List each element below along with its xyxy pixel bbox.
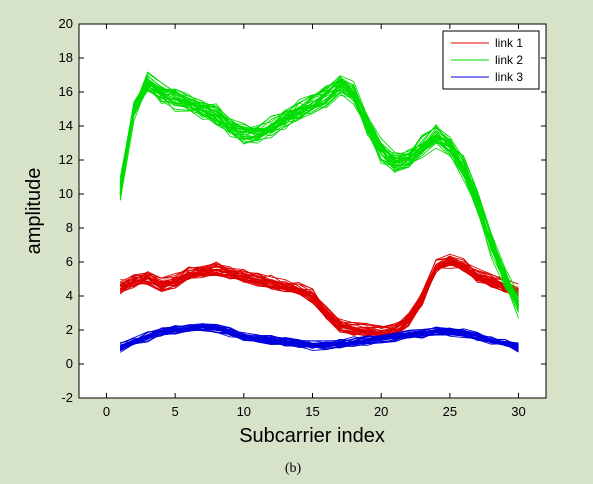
- series-2-trace: [119, 75, 519, 306]
- y-tick-label: 0: [66, 356, 73, 371]
- series-2-trace: [119, 88, 519, 308]
- series-2-trace: [119, 82, 519, 309]
- series-1-trace: [119, 258, 519, 329]
- y-tick-label: 20: [59, 16, 73, 31]
- series-2-trace: [119, 81, 519, 308]
- y-tick-label: 16: [59, 84, 73, 99]
- y-tick-label: 14: [59, 118, 73, 133]
- series-3-trace: [119, 329, 519, 353]
- series-2: [119, 71, 519, 319]
- traces: [119, 71, 519, 353]
- x-tick-label: 5: [172, 404, 179, 419]
- series-1: [119, 253, 519, 338]
- series-3-trace: [120, 324, 519, 349]
- y-tick-label: 4: [66, 288, 73, 303]
- series-1-trace: [120, 266, 519, 337]
- figure-caption: (b): [285, 461, 302, 476]
- series-2-trace: [119, 87, 519, 309]
- series-1-trace: [120, 263, 519, 334]
- x-tick-label: 25: [443, 404, 457, 419]
- series-3-trace: [120, 325, 519, 349]
- series-1-trace: [119, 259, 519, 337]
- x-tick-label: 20: [374, 404, 388, 419]
- x-tick-label: 15: [305, 404, 319, 419]
- legend-label: link 1: [495, 36, 523, 50]
- y-tick-label: 10: [59, 186, 73, 201]
- y-tick-label: 18: [59, 50, 73, 65]
- y-tick-label: -2: [61, 390, 73, 405]
- series-2-trace: [119, 79, 519, 307]
- y-tick-label: 6: [66, 254, 73, 269]
- series-1-trace: [120, 256, 519, 331]
- y-tick-label: 8: [66, 220, 73, 235]
- y-tick-label: 12: [59, 152, 73, 167]
- ticks: 0 5 10 15 20 25 30 -2 0 2 4 6 8 10 12 14 16 18 20: [59, 16, 546, 419]
- legend: link 1 link 2 link 3: [442, 30, 540, 90]
- legend-label: link 2: [495, 53, 523, 67]
- y-tick-label: 2: [66, 322, 73, 337]
- y-axis-label: amplitude: [23, 168, 45, 255]
- x-tick-label: 0: [103, 404, 110, 419]
- series-2-trace: [119, 71, 519, 305]
- x-tick-label: 30: [511, 404, 525, 419]
- series-3: [119, 323, 519, 353]
- x-tick-label: 10: [237, 404, 251, 419]
- legend-label: link 3: [495, 70, 523, 84]
- x-axis-label: Subcarrier index: [239, 425, 385, 447]
